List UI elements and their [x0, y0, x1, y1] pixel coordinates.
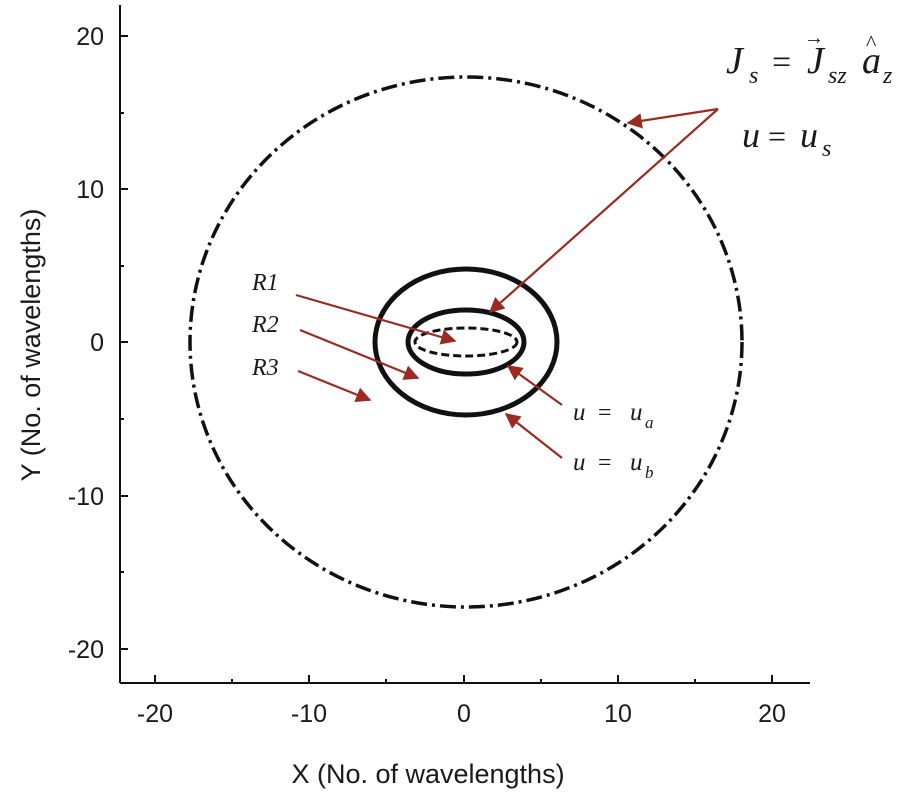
y-tick-label: -20	[68, 636, 104, 664]
x-tick-label: -20	[137, 700, 173, 728]
unit-vector-subscript: z	[882, 63, 893, 89]
unit-vector-symbol: a	[862, 40, 881, 82]
x-tick-label: 10	[604, 700, 632, 728]
current-equals: =	[772, 44, 791, 81]
region-label-r1: R1	[251, 270, 279, 296]
boundary-b-curve	[372, 266, 560, 418]
svg-text:a: a	[645, 413, 654, 432]
svg-text:u: u	[573, 399, 586, 426]
x-tick-label: 20	[758, 700, 786, 728]
current-source-equation: J s = J → sz a ^ z	[726, 27, 893, 89]
x-tick-label: -10	[291, 700, 327, 728]
current-symbol: J	[726, 40, 745, 82]
svg-text:=: =	[768, 118, 786, 154]
x-tick-label: 0	[457, 700, 471, 728]
source-field-equation: u = u s	[742, 115, 831, 162]
svg-text:u: u	[573, 449, 586, 476]
current-vector-symbol: J	[807, 40, 826, 82]
svg-text:=: =	[598, 400, 612, 426]
svg-text:u: u	[800, 115, 818, 155]
y-tick-label: 10	[76, 176, 104, 204]
arrow-ua	[506, 365, 563, 406]
arrow-r3	[297, 369, 372, 402]
svg-text:s: s	[822, 136, 831, 162]
x-ticks	[154, 675, 773, 683]
inner-scatterer-curve	[413, 326, 519, 358]
y-ticks	[120, 35, 128, 650]
svg-text:u: u	[630, 449, 643, 476]
y-tick-label: 0	[90, 329, 104, 357]
vector-arrow-glyph: →	[804, 27, 824, 49]
annotation-arrows	[295, 107, 719, 459]
arrow-r2	[299, 328, 420, 380]
boundary-a-curve	[405, 307, 527, 377]
region-label-r3: R3	[251, 355, 279, 381]
unit-hat-glyph: ^	[866, 30, 877, 55]
arrow-r1	[295, 293, 457, 345]
outer-boundary-circle	[188, 75, 744, 609]
arrow-ub	[504, 413, 563, 459]
svg-text:b: b	[645, 463, 654, 482]
y-tick-label: -10	[68, 483, 104, 511]
y-axis-title: Y (No. of wavelengths)	[16, 209, 46, 482]
region-label-r2: R2	[251, 312, 279, 338]
arrow-js-to-outer	[626, 107, 719, 129]
arrow-js-to-inner	[488, 108, 719, 314]
current-vector-subscript: sz	[828, 63, 847, 89]
y-tick-label: 20	[76, 23, 104, 51]
svg-text:u: u	[630, 399, 643, 426]
x-axis-title: X (No. of wavelengths)	[291, 759, 564, 789]
field-b-equation: u = u b	[573, 449, 654, 482]
current-subscript: s	[749, 63, 758, 89]
svg-text:u: u	[742, 115, 760, 155]
field-a-equation: u = u a	[573, 399, 654, 432]
svg-text:=: =	[598, 450, 612, 476]
